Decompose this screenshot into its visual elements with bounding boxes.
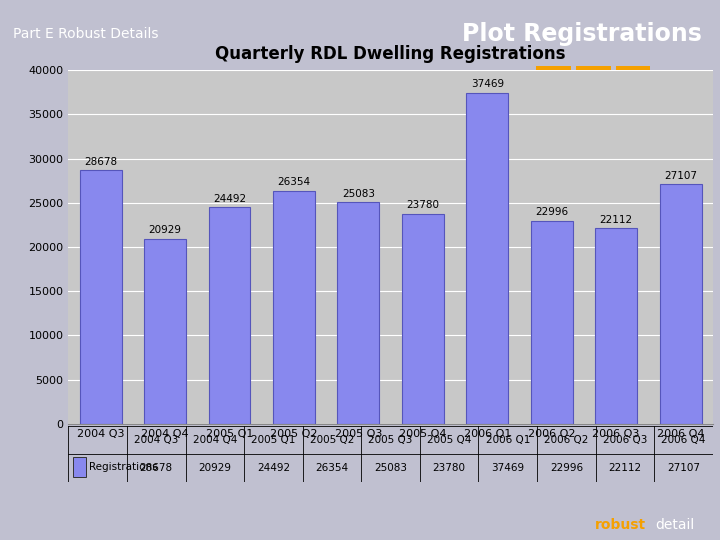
Text: Plot Registrations: Plot Registrations: [462, 22, 702, 46]
Text: 20929: 20929: [198, 463, 231, 473]
Bar: [209, 207, 251, 424]
Text: 23780: 23780: [406, 200, 439, 210]
Text: 24492: 24492: [213, 194, 246, 204]
Text: 2006 Q3: 2006 Q3: [603, 435, 647, 445]
Text: 2004 Q3: 2004 Q3: [134, 435, 179, 445]
Text: 2004 Q4: 2004 Q4: [193, 435, 237, 445]
Bar: [144, 239, 186, 424]
Text: 2005 Q1: 2005 Q1: [251, 435, 296, 445]
Text: 25083: 25083: [374, 463, 407, 473]
Text: 28678: 28678: [84, 157, 117, 167]
Bar: [73, 457, 86, 476]
Bar: [273, 191, 315, 424]
Text: Registrations: Registrations: [89, 462, 158, 471]
Text: 26354: 26354: [315, 463, 348, 473]
Bar: [576, 66, 611, 84]
Text: 37469: 37469: [471, 79, 504, 89]
Text: 28678: 28678: [140, 463, 173, 473]
Text: 22996: 22996: [535, 207, 568, 217]
Text: 20929: 20929: [148, 225, 181, 235]
Text: 22112: 22112: [600, 215, 633, 225]
Text: 2005 Q2: 2005 Q2: [310, 435, 354, 445]
Bar: [616, 66, 650, 84]
Text: 2005 Q4: 2005 Q4: [427, 435, 472, 445]
Bar: [536, 66, 571, 84]
Text: 26354: 26354: [277, 177, 310, 187]
Bar: [467, 92, 508, 424]
Bar: [80, 170, 122, 424]
Text: 37469: 37469: [491, 463, 524, 473]
Bar: [338, 202, 379, 424]
Text: 27107: 27107: [667, 463, 700, 473]
Text: 22996: 22996: [550, 463, 583, 473]
Title: Quarterly RDL Dwelling Registrations: Quarterly RDL Dwelling Registrations: [215, 45, 566, 63]
Text: 27107: 27107: [664, 171, 697, 181]
Text: 22112: 22112: [608, 463, 642, 473]
Bar: [531, 220, 572, 424]
Text: detail: detail: [655, 518, 695, 532]
Text: 2006 Q2: 2006 Q2: [544, 435, 588, 445]
Text: 2005 Q3: 2005 Q3: [369, 435, 413, 445]
Text: 24492: 24492: [257, 463, 290, 473]
Text: 2006 Q4: 2006 Q4: [662, 435, 706, 445]
Text: robust: robust: [595, 518, 646, 532]
Bar: [595, 228, 637, 424]
Text: 2006 Q1: 2006 Q1: [485, 435, 530, 445]
Text: 25083: 25083: [342, 188, 375, 199]
Text: 23780: 23780: [433, 463, 466, 473]
Text: Part E Robust Details: Part E Robust Details: [13, 27, 158, 40]
Bar: [660, 184, 701, 424]
Bar: [402, 214, 444, 424]
